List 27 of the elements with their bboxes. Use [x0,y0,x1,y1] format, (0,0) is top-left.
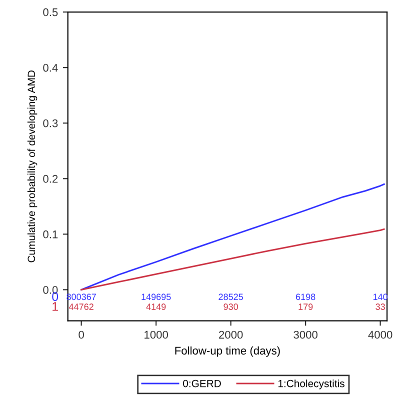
y-tick-label: 0.3 [43,119,58,128]
y-tick-label: 0.0 [43,286,58,294]
annotation: 44762 [68,304,94,310]
annotation: 930 [224,304,238,310]
line-series [80,228,385,290]
x-tick-label: 1000 [144,330,168,339]
annotation: 33 [376,304,385,310]
x-tick-label: 2000 [219,330,243,339]
text: 1 [52,302,58,311]
text: 0 [52,292,58,301]
annotation: 28525 [218,294,243,300]
annotation: 4149 [146,304,166,310]
x-tick-label: 4000 [368,330,392,339]
y-tick-label: 0.2 [43,174,58,183]
legend-label: 0:GERD [183,380,221,388]
legend-label: 1:Cholecystitis [278,380,344,390]
line-series [80,183,385,290]
y-tick-label: 0.1 [43,230,58,238]
y-axis-title: Cumulative probability of developing AMD [27,70,38,262]
annotation: 179 [298,304,313,310]
y-tick-label: 0.5 [43,8,58,16]
x-axis-title: Follow-up time (days) [175,346,280,357]
annotation: 149695 [142,294,171,300]
annotation: 6198 [296,294,316,300]
x-tick-label: 3000 [294,330,318,339]
y-tick-label: 0.4 [43,64,58,72]
x-tick-label: 0 [78,330,84,339]
